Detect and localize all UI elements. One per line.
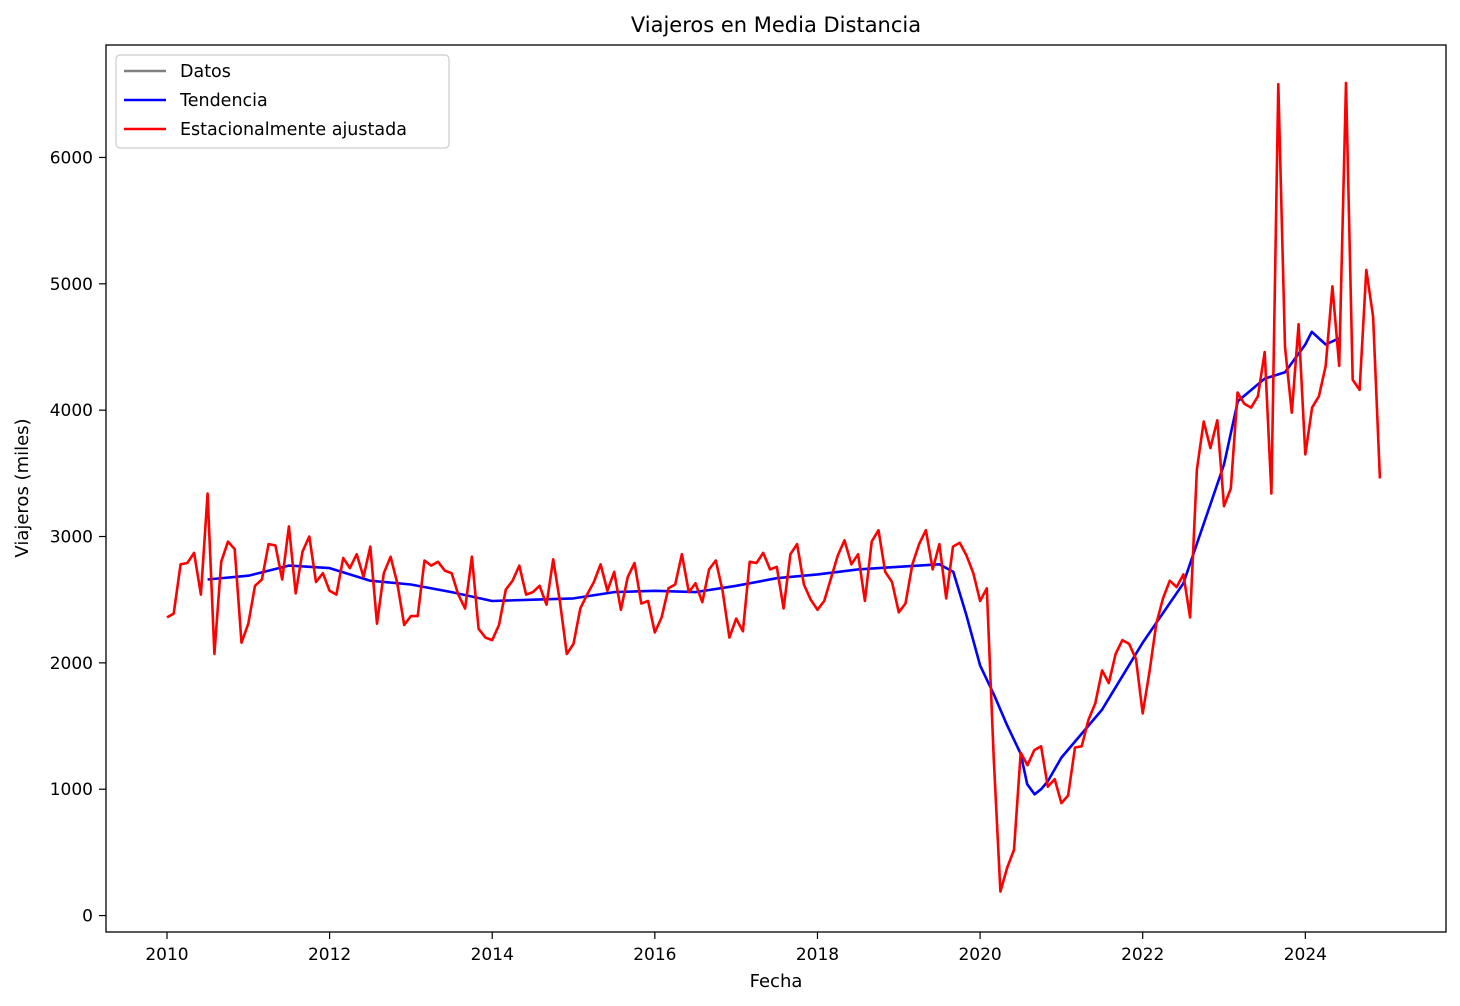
plot-area: 2010 2012 2014 2016 2018 2020 2022 2024 0 1000 20… xyxy=(50,44,1447,965)
y-tick-label: 4000 xyxy=(50,401,93,421)
x-tick-label: 2014 xyxy=(471,945,514,965)
plot-background xyxy=(106,45,1446,932)
legend-label-tendencia: Tendencia xyxy=(179,91,268,111)
x-tick-label: 2022 xyxy=(1121,945,1164,965)
y-tick-label: 0 xyxy=(82,907,93,927)
x-tick-label: 2016 xyxy=(633,945,676,965)
legend-label-datos: Datos xyxy=(180,62,231,82)
y-tick-label: 5000 xyxy=(50,275,93,295)
series-line-tendencia xyxy=(207,330,1341,796)
y-tick-label: 2000 xyxy=(50,654,93,674)
y-axis: 0 1000 2000 3000 4000 5000 6000 xyxy=(50,148,106,927)
series-line-estacionalmente-ajustada xyxy=(166,81,1382,893)
legend-box xyxy=(115,54,450,149)
y-tick-label: 3000 xyxy=(50,528,93,548)
x-tick-label: 2010 xyxy=(145,945,188,965)
x-axis: 2010 2012 2014 2016 2018 2020 2022 2024 xyxy=(145,932,1327,965)
y-axis-label: Viajeros (miles) xyxy=(12,418,33,557)
x-tick-label: 2018 xyxy=(796,945,839,965)
y-tick-label: 1000 xyxy=(50,780,93,800)
x-tick-label: 2012 xyxy=(308,945,351,965)
x-axis-label: Fecha xyxy=(750,971,803,992)
legend: Datos Tendencia Estacionalmente ajustada xyxy=(115,54,450,149)
y-tick-label: 6000 xyxy=(50,148,93,168)
x-tick-label: 2024 xyxy=(1284,945,1327,965)
plot-frame xyxy=(105,44,1447,933)
x-tick-label: 2020 xyxy=(958,945,1001,965)
legend-label-estacionalmente-ajustada: Estacionalmente ajustada xyxy=(180,120,407,140)
chart-title: Viajeros en Media Distancia xyxy=(631,13,921,37)
series-layer xyxy=(166,81,1382,893)
